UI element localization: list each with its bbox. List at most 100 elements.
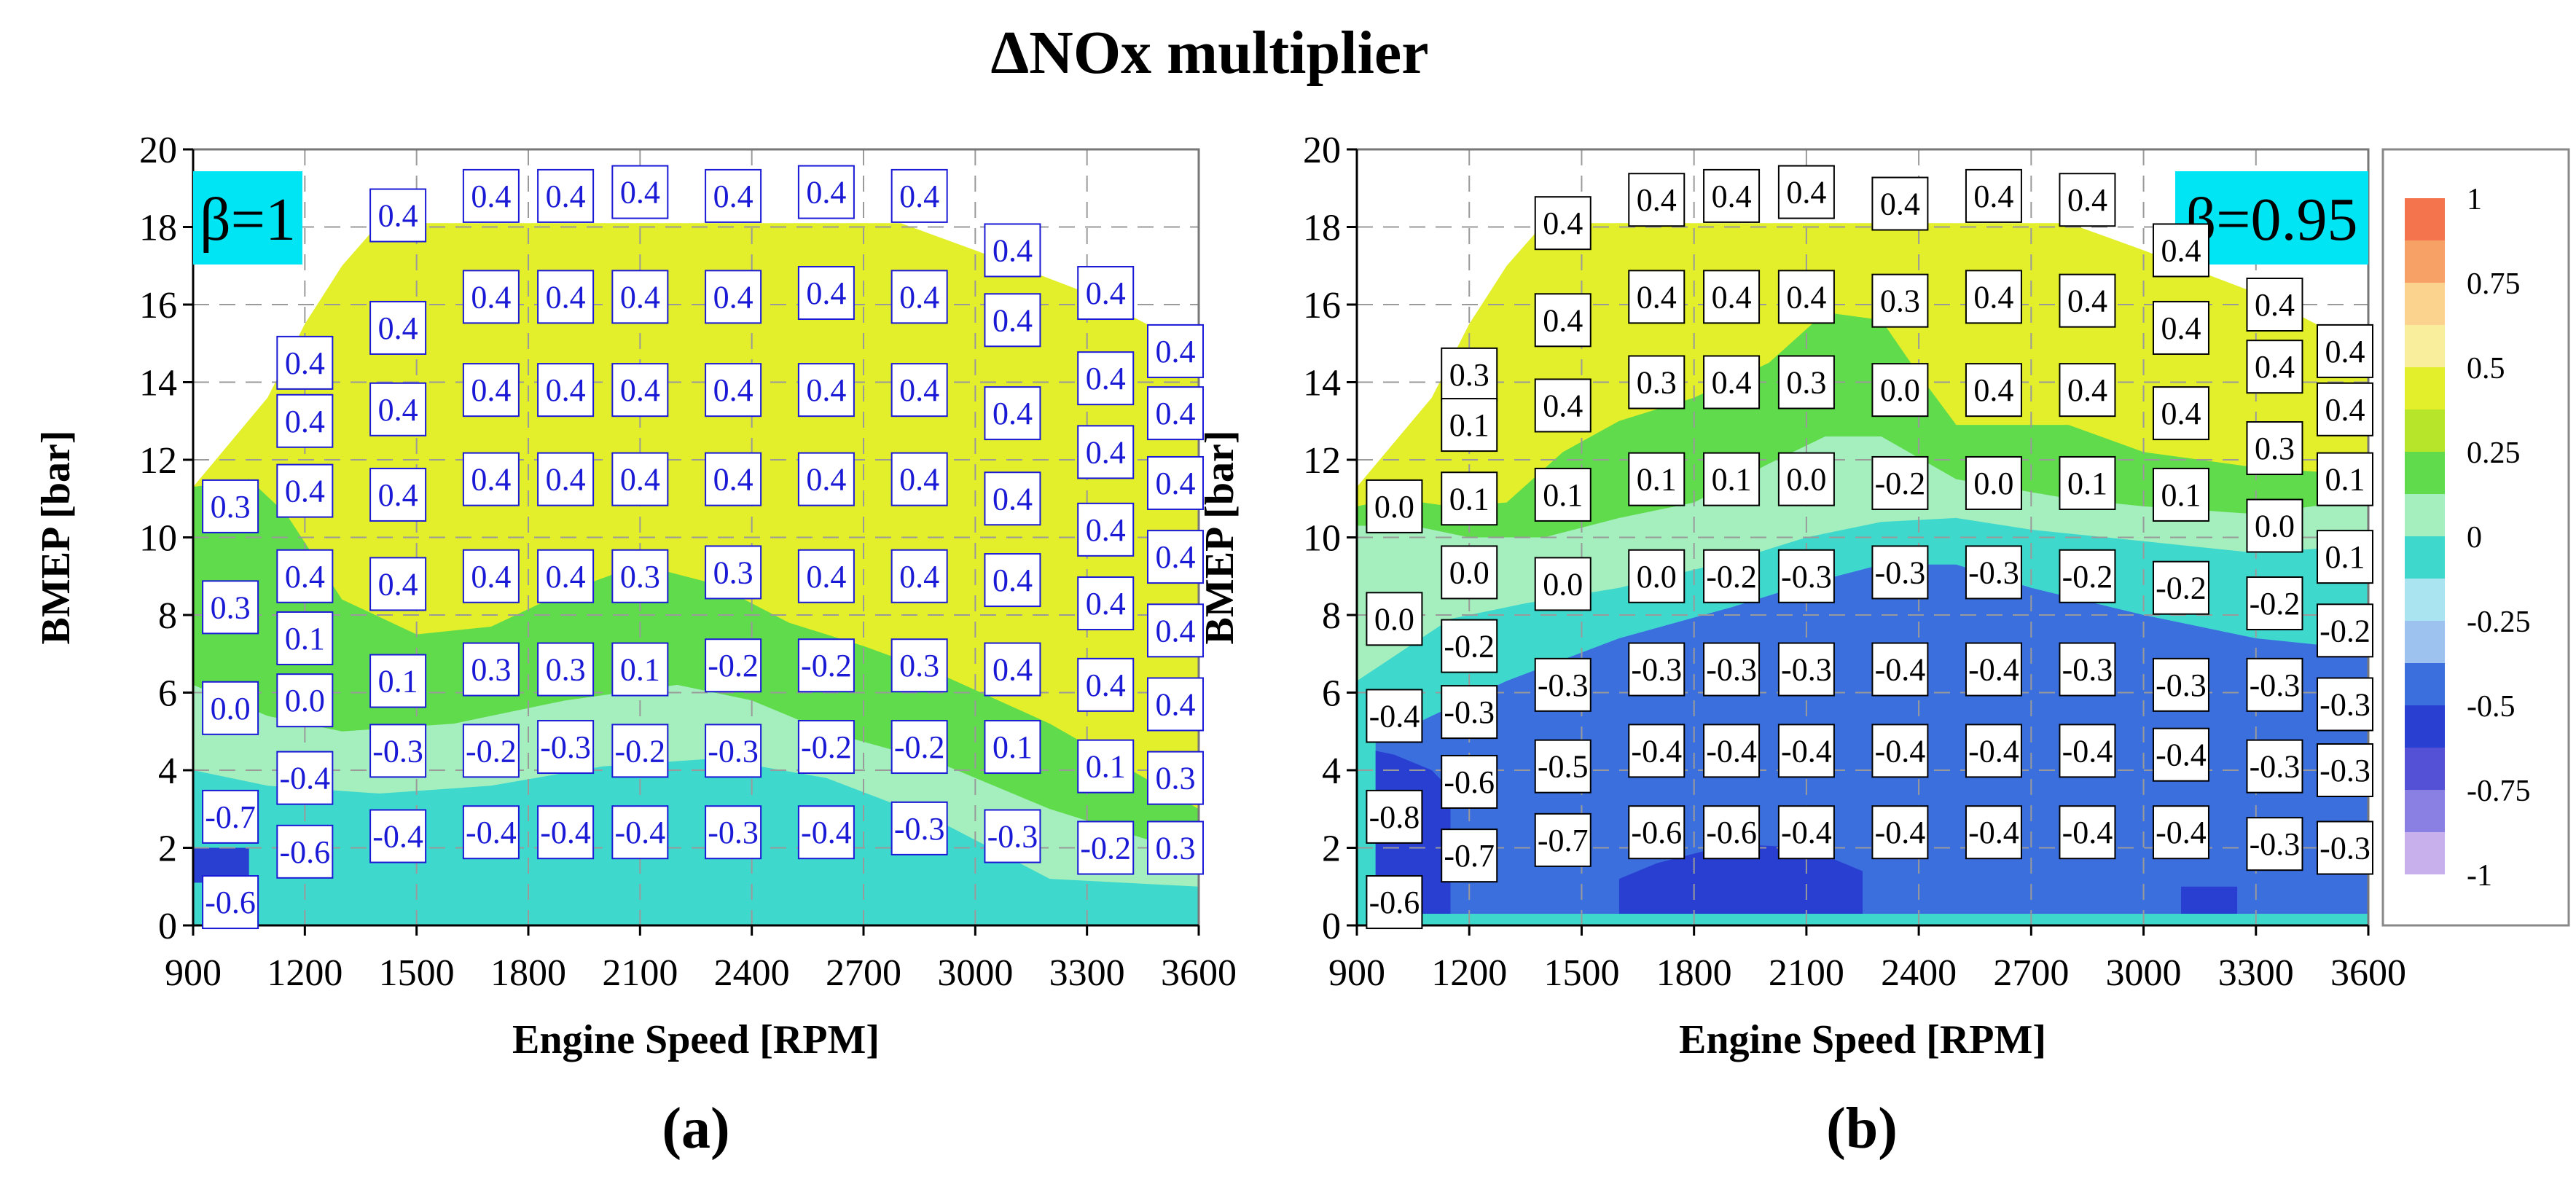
cell-value-text: -0.4 xyxy=(1781,815,1832,850)
cell-value: 0.4 xyxy=(1534,293,1592,348)
cell-value-box xyxy=(202,681,259,735)
cell-value-text: 0.3 xyxy=(1880,283,1920,319)
cell-value: 0.4 xyxy=(1628,270,1686,324)
cell-value-text: 0.3 xyxy=(1156,831,1196,866)
cell-value-text: -0.2 xyxy=(1444,629,1495,665)
cell-value-text: -0.3 xyxy=(2156,667,2207,703)
cell-value: -0.6 xyxy=(1366,875,1423,930)
cell-value: 0.4 xyxy=(2317,324,2373,378)
cell-value-text: 0.0 xyxy=(1374,601,1414,637)
cell-value-text: -0.4 xyxy=(1369,698,1420,734)
cell-value-text: -0.3 xyxy=(1875,555,1926,590)
cell-value-box xyxy=(537,168,595,223)
cell-value-box xyxy=(1777,549,1835,603)
cell-value-text: -0.2 xyxy=(1080,831,1131,866)
cell-value: 0.4 xyxy=(462,549,520,603)
cell-value-box xyxy=(1703,355,1761,410)
cell-value-box xyxy=(1703,168,1761,223)
cell-value-box xyxy=(369,467,427,522)
cell-value: -0.4 xyxy=(1777,724,1835,778)
cell-value-box xyxy=(1871,363,1929,418)
cell-value: -0.6 xyxy=(1628,805,1686,860)
y-tick-label: 8 xyxy=(1322,595,1341,637)
cell-value-box xyxy=(1703,549,1761,603)
cell-value: -0.4 xyxy=(1871,805,1929,860)
contour-region xyxy=(193,847,249,883)
cell-value-box xyxy=(1777,270,1835,324)
cell-value-box xyxy=(2059,724,2116,778)
cell-value-text: 0.4 xyxy=(1086,586,1126,622)
cell-value: 0.4 xyxy=(2152,223,2209,278)
cell-value-box xyxy=(537,363,595,418)
cell-value: -0.2 xyxy=(2317,603,2373,658)
cell-value: 0.4 xyxy=(537,168,595,223)
cell-value-text: 0.4 xyxy=(378,198,418,234)
cell-value: 0.1 xyxy=(1441,398,1498,453)
cell-value: 0.4 xyxy=(2317,382,2373,436)
cell-value-text: 0.4 xyxy=(1712,179,1752,214)
cell-value: 0.3 xyxy=(1441,347,1498,401)
cell-value-text: -0.3 xyxy=(2319,831,2371,866)
cell-value-text: -0.3 xyxy=(1781,652,1832,688)
cell-value-box xyxy=(2152,386,2209,441)
cell-value: -0.4 xyxy=(1965,724,2022,778)
cell-value-box xyxy=(276,549,334,603)
cell-value: 0.4 xyxy=(369,382,427,436)
cell-value-text: -0.6 xyxy=(280,834,331,870)
y-tick-label: 6 xyxy=(1322,673,1341,715)
cell-value-box xyxy=(2152,300,2209,355)
cell-value-box xyxy=(1077,266,1135,321)
colorbar: 1 0.75 0.5 0.25 0 -0.25 -0.5 -0.75 -1 xyxy=(2381,148,2570,927)
cell-value-text: -0.2 xyxy=(1875,466,1926,501)
cell-value-box xyxy=(462,642,520,697)
cell-value-box xyxy=(1628,805,1686,860)
colorbar-tick-label: 0.75 xyxy=(2467,267,2521,301)
cell-value-text: -0.4 xyxy=(1875,652,1926,688)
cell-value: -0.4 xyxy=(2059,724,2116,778)
y-tick-label: 2 xyxy=(1322,828,1341,870)
cell-value-text: 0.4 xyxy=(1156,396,1196,431)
beta-annotation: β=0.95 xyxy=(2185,186,2357,254)
cell-value: 0.0 xyxy=(202,681,259,735)
cell-value: 0.0 xyxy=(1366,479,1423,533)
cell-value: 0.4 xyxy=(2059,273,2116,328)
cell-value: 0.0 xyxy=(1628,549,1686,603)
cell-value-text: 0.4 xyxy=(1973,179,2013,214)
cell-value: -0.2 xyxy=(462,724,520,778)
cell-value: 0.0 xyxy=(276,673,334,728)
contour-region xyxy=(193,759,1199,925)
cell-value-text: 0.4 xyxy=(378,477,418,513)
figure-title: ΔNOx multiplier xyxy=(991,19,1429,87)
cell-value-box xyxy=(611,724,669,778)
cell-value-box xyxy=(984,471,1041,526)
cell-value-text: 0.4 xyxy=(2161,310,2201,346)
cell-value: 0.4 xyxy=(1147,386,1204,441)
cell-value: 0.1 xyxy=(2317,530,2373,584)
cell-value-text: 0.4 xyxy=(713,279,753,315)
cell-value-text: 0.4 xyxy=(1637,279,1677,315)
cell-value: -0.4 xyxy=(1703,724,1761,778)
cell-value-text: 0.4 xyxy=(993,232,1033,268)
contour-region xyxy=(1618,844,1863,914)
cell-value-text: -0.4 xyxy=(540,815,591,850)
cell-value-box xyxy=(705,168,762,223)
x-tick-label: 1200 xyxy=(267,952,342,994)
cell-value-box xyxy=(202,580,259,635)
cell-value-text: 0.3 xyxy=(1786,365,1826,401)
cell-value: 0.4 xyxy=(890,270,948,324)
cell-value: -0.2 xyxy=(2246,576,2303,631)
cell-value: -0.3 xyxy=(2317,820,2373,875)
cell-value-text: 0.3 xyxy=(546,652,586,688)
cell-value-box xyxy=(1628,724,1686,778)
cell-value: 0.4 xyxy=(1965,363,2022,418)
cell-value-text: -0.2 xyxy=(1706,559,1757,595)
cell-value: 0.3 xyxy=(705,545,762,600)
cell-value-box xyxy=(2152,467,2209,522)
cell-value-box xyxy=(1077,425,1135,479)
cell-value-text: -0.3 xyxy=(1538,667,1589,703)
cell-value: 0.3 xyxy=(462,642,520,697)
colorbar-tick-label: 0.25 xyxy=(2467,436,2521,470)
cell-value: 0.3 xyxy=(1871,273,1929,328)
colorbar-tick-label: -1 xyxy=(2467,859,2492,893)
axes: 900 1200 1500 1800 2100 2400 2700 3000 3300 36000… xyxy=(1303,130,2406,994)
